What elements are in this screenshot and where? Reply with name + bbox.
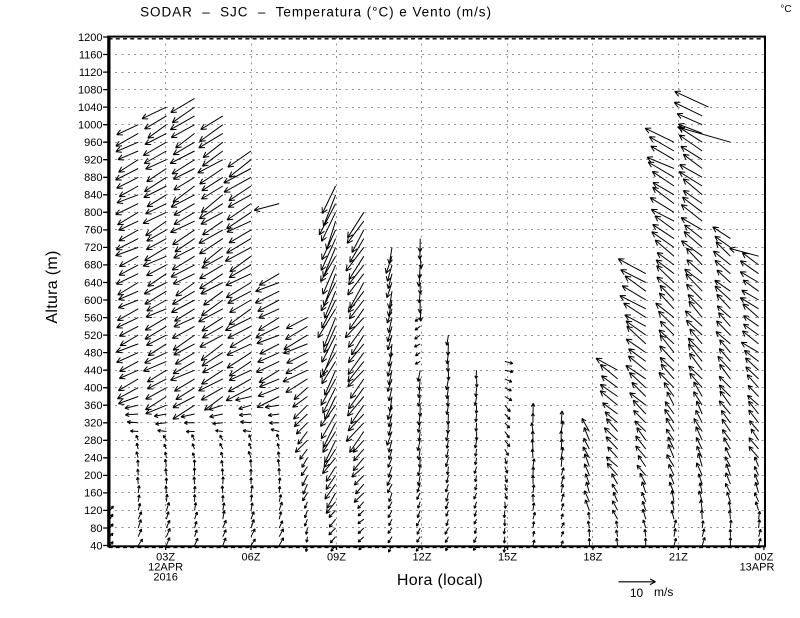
svg-text:12Z: 12Z — [413, 552, 432, 564]
svg-text:80: 80 — [90, 523, 102, 535]
svg-text:Hora (local): Hora (local) — [397, 572, 483, 589]
svg-text:360: 360 — [84, 400, 102, 412]
svg-text:1080: 1080 — [78, 84, 102, 96]
svg-text:1040: 1040 — [78, 102, 102, 114]
svg-text:15Z: 15Z — [498, 552, 517, 564]
svg-text:09Z: 09Z — [327, 552, 346, 564]
svg-text:760: 760 — [84, 225, 102, 237]
svg-text:520: 520 — [84, 330, 102, 342]
svg-text:2016: 2016 — [153, 572, 177, 584]
svg-text:400: 400 — [84, 383, 102, 395]
svg-text:1160: 1160 — [79, 49, 103, 61]
svg-text:440: 440 — [84, 365, 102, 377]
svg-text:880: 880 — [84, 172, 102, 184]
svg-text:560: 560 — [84, 312, 102, 324]
svg-text:800: 800 — [84, 207, 102, 219]
svg-text:720: 720 — [84, 242, 102, 254]
svg-text:680: 680 — [84, 260, 102, 272]
svg-text:1120: 1120 — [79, 67, 103, 79]
svg-text:1200: 1200 — [78, 32, 102, 44]
svg-text:240: 240 — [84, 453, 102, 465]
svg-text:°C: °C — [780, 4, 791, 15]
svg-text:21Z: 21Z — [669, 552, 688, 564]
svg-text:SODAR – SJC – Temperatura: SODAR – SJC – Temperatura (°C) e Vento (… — [140, 5, 492, 20]
svg-text:06Z: 06Z — [242, 552, 261, 564]
svg-text:960: 960 — [84, 137, 102, 149]
svg-text:920: 920 — [84, 155, 102, 167]
svg-text:120: 120 — [84, 505, 102, 517]
svg-text:160: 160 — [84, 488, 102, 500]
svg-text:40: 40 — [90, 540, 102, 552]
svg-text:1000: 1000 — [78, 120, 102, 132]
svg-text:200: 200 — [84, 470, 102, 482]
svg-text:320: 320 — [84, 418, 102, 430]
svg-text:00Z: 00Z — [754, 552, 773, 564]
svg-text:600: 600 — [84, 295, 102, 307]
svg-text:Altura (m): Altura (m) — [44, 250, 61, 323]
svg-text:280: 280 — [84, 435, 102, 447]
svg-text:840: 840 — [84, 190, 102, 202]
svg-text:640: 640 — [84, 277, 102, 289]
svg-text:12APR: 12APR — [148, 562, 183, 574]
svg-text:10: 10 — [630, 586, 644, 600]
svg-text:13APR: 13APR — [740, 562, 775, 574]
svg-text:480: 480 — [84, 347, 102, 359]
svg-text:18Z: 18Z — [583, 552, 602, 564]
svg-text:m/s: m/s — [654, 585, 673, 599]
svg-text:03Z: 03Z — [156, 552, 175, 564]
